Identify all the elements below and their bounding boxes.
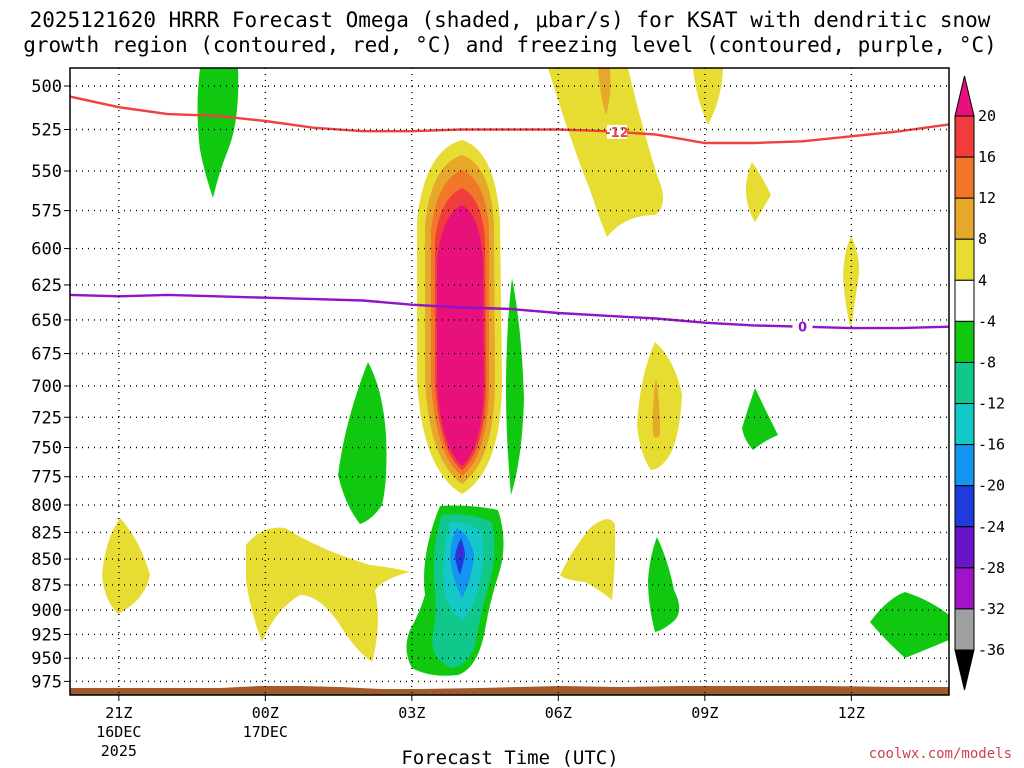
y-tick-label: 950: [31, 649, 62, 669]
x-tick-label: 21Z: [105, 704, 132, 722]
credit-text: coolwx.com/models: [869, 746, 1012, 762]
colorbar-bottom-cap: [954, 649, 975, 691]
colorbar-label: 8: [978, 230, 987, 248]
omega-region-positive: [246, 527, 410, 662]
colorbar-segment: [954, 444, 975, 487]
colorbar-top-cap: [954, 75, 975, 117]
y-tick-label: 875: [31, 576, 62, 596]
colorbar-label: -32: [978, 600, 1005, 618]
x-tick-year: 2025: [101, 742, 137, 760]
plot-area: -12 0: [70, 68, 949, 695]
colorbar-segment: [954, 361, 975, 405]
y-tick-label: 750: [31, 438, 62, 458]
y-tick-label: 775: [31, 468, 62, 488]
colorbar-label: -16: [978, 436, 1005, 454]
isotherm-label: 0: [798, 321, 807, 336]
colorbar-segment: [954, 238, 975, 281]
y-tick-label: 700: [31, 377, 62, 397]
colorbar-segment: [954, 279, 975, 322]
isotherm-line: [70, 95, 949, 145]
x-tick-label: 03Z: [398, 704, 425, 722]
colorbar-segment: [954, 115, 975, 158]
omega-region-positive: [637, 342, 682, 470]
colorbar-label: 12: [978, 189, 996, 207]
y-tick-label: 925: [31, 625, 62, 645]
isotherm-label-bg: [606, 124, 627, 139]
colorbar-label: 4: [978, 271, 987, 289]
x-tick-date: 16DEC: [96, 723, 141, 741]
y-tick-label: 800: [31, 496, 62, 516]
chart-title-line2: growth region (contoured, red, °C) and f…: [23, 33, 997, 57]
isotherm-lines: -12 0: [70, 95, 949, 336]
y-tick-label: 625: [31, 276, 62, 296]
isotherm-label: -12: [605, 126, 629, 141]
omega-region-positive: [843, 236, 860, 330]
colorbar-segment: [954, 156, 975, 199]
colorbar-label: -24: [978, 518, 1005, 536]
omega-region-positive: [548, 68, 664, 237]
colorbar-segment: [954, 567, 975, 610]
x-axis-title: Forecast Time (UTC): [401, 747, 618, 768]
omega-region-negative: [742, 388, 778, 450]
y-tick-label: 575: [31, 202, 62, 222]
omega-region-negative: [648, 537, 680, 632]
y-tick-label: 650: [31, 311, 62, 331]
colorbar-segment: [954, 485, 975, 528]
y-tick-label: 550: [31, 162, 62, 182]
colorbar-segment: [954, 197, 975, 240]
colorbar-label: -8: [978, 353, 996, 371]
x-tick-label: 06Z: [545, 704, 572, 722]
y-tick-label: 850: [31, 550, 62, 570]
omega-region-positive: [560, 519, 616, 600]
colorbar-label: 20: [978, 107, 996, 125]
colorbar-label: -4: [978, 312, 996, 330]
x-tick-date: 17DEC: [243, 723, 288, 741]
omega-region-positive-strong: [598, 68, 611, 115]
colorbar-label: -20: [978, 477, 1005, 495]
y-tick-label: 975: [31, 672, 62, 692]
colorbar-segment: [954, 320, 975, 363]
y-tick-label: 825: [31, 523, 62, 543]
omega-region-positive: [102, 518, 150, 614]
y-tick-label: 675: [31, 345, 62, 365]
omega-region-positive: [693, 68, 723, 125]
colorbar-label: -28: [978, 559, 1005, 577]
omega-region-negative: [197, 68, 239, 198]
x-tick-label: 09Z: [691, 704, 718, 722]
grid: [70, 68, 949, 695]
chart-title-line1: 2025121620 HRRR Forecast Omega (shaded, …: [30, 8, 991, 32]
omega-core-20: [437, 205, 484, 466]
colorbar-label: -12: [978, 395, 1005, 413]
colorbar-segment: [954, 526, 975, 569]
colorbar-label: 16: [978, 148, 996, 166]
x-tick-label: 12Z: [838, 704, 865, 722]
colorbar: 20 16 12 8 4 -4 -8 -12 -16 -20 -24 -28 -32 -36: [954, 75, 1005, 691]
omega-region-positive-strong: [652, 378, 660, 438]
terrain-ground: [70, 686, 949, 695]
x-tick-label: 00Z: [252, 704, 279, 722]
y-axis-ticks: 500 525 550 575 600 625 650 675 700 725 750 775 800 8…: [31, 77, 70, 692]
omega-region-negative: [338, 362, 387, 524]
omega-low-28: [459, 546, 463, 557]
omega-shading: [102, 68, 949, 676]
omega-region-negative: [870, 592, 949, 658]
y-tick-label: 900: [31, 601, 62, 621]
y-tick-label: 500: [31, 77, 62, 97]
colorbar-segment: [954, 608, 975, 651]
omega-region-positive: [745, 162, 771, 222]
colorbar-segment: [954, 403, 975, 446]
colorbar-label: -36: [978, 641, 1005, 659]
y-tick-label: 525: [31, 121, 62, 141]
plot-frame: [69, 67, 950, 696]
y-tick-label: 600: [31, 240, 62, 260]
y-tick-label: 725: [31, 408, 62, 428]
isotherm-label-bg: [792, 319, 813, 334]
